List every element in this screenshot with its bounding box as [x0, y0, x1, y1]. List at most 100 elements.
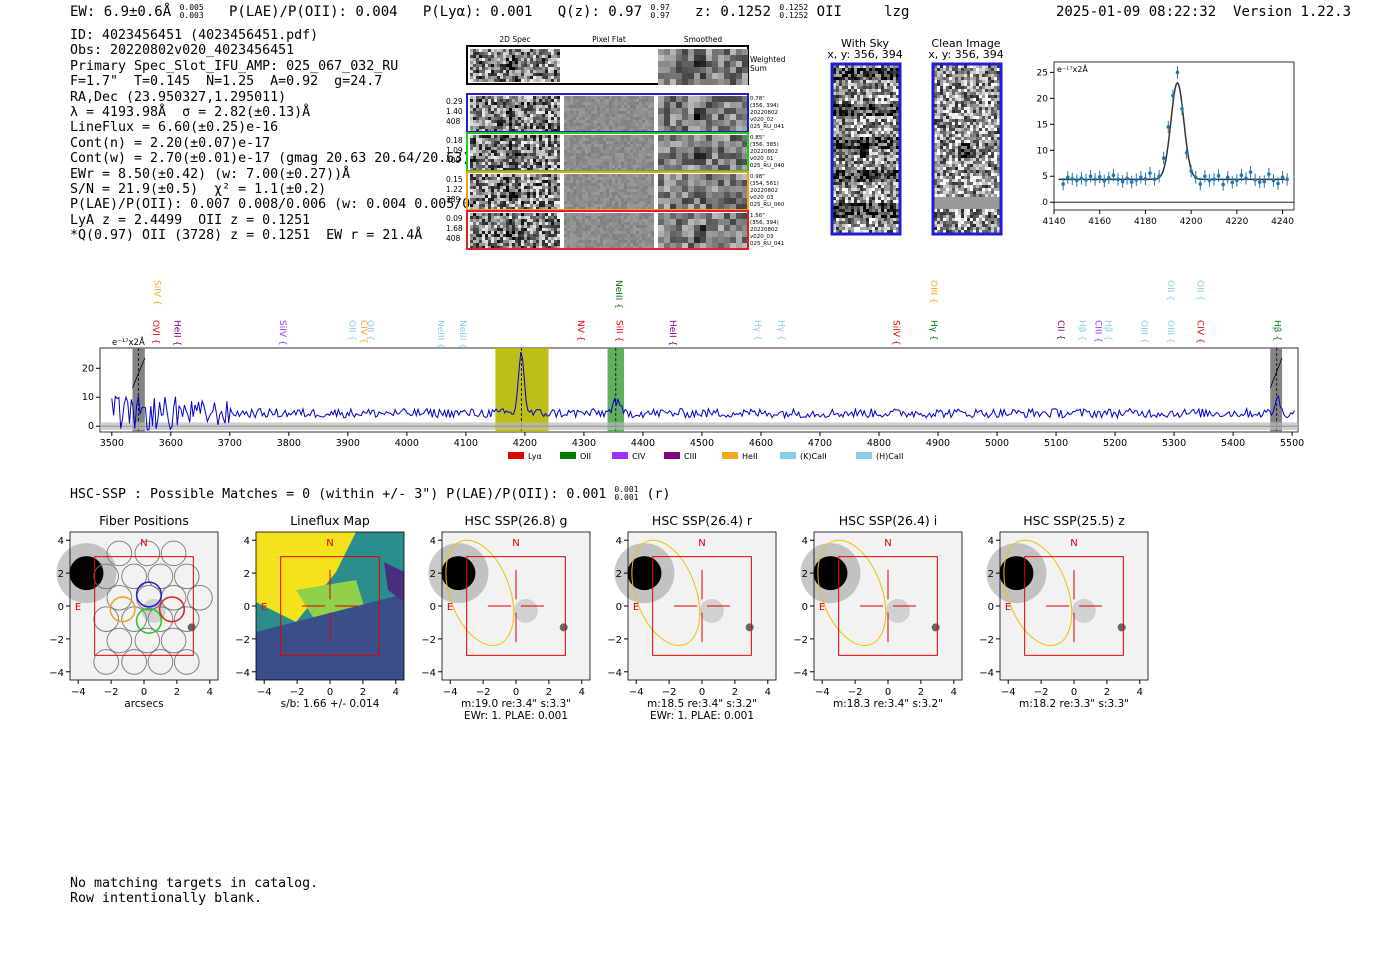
header-summary: EW: 6.9±0.6Å 0.005 0.003 P(LAE)/P(OII): 0…	[70, 3, 909, 21]
zoom-data-point	[1203, 174, 1207, 179]
hsc-x-tick-label: −2	[848, 687, 863, 698]
fiber-circle	[106, 540, 133, 567]
hsc-x-tick-label: −2	[290, 687, 305, 698]
hsc-y-tick-label: −4	[235, 668, 250, 679]
cutout-row-stat: 389	[446, 195, 461, 204]
zoom-data-point	[1079, 176, 1084, 181]
hsc-y-tick-label: 0	[58, 602, 64, 613]
spectrum-x-tick-label: 5400	[1221, 438, 1245, 449]
hsc-panel-xlabel: arcsecs	[124, 698, 163, 710]
hsc-x-tick-label: 4	[1137, 687, 1143, 698]
zoom-data-point	[1171, 93, 1175, 98]
spectrum-legend-label: (H)CaII	[876, 452, 903, 461]
hsc-target-glow	[699, 598, 724, 623]
zoom-data-point	[1212, 177, 1216, 182]
header-qz-errors: 0.97 0.97	[650, 3, 670, 20]
header-ew: EW: 6.9±0.6Å	[70, 4, 172, 20]
header-z-errors: 0.1252 0.1252	[779, 3, 809, 20]
cutout-row-stat: 408	[446, 117, 461, 126]
spectrum-axes-frame	[99, 347, 1299, 433]
cutout-row-stat: 0.18	[446, 136, 463, 145]
detection-info: ID: 4023456451 (4023456451.pdf) Obs: 2022…	[70, 28, 510, 244]
spectrum-line-label: NeIII {	[435, 320, 445, 349]
zoom-data-point	[1088, 174, 1093, 179]
fiber-circle	[93, 649, 119, 675]
zoom-data-point	[1184, 151, 1189, 155]
spectrum-x-tick-label: 3500	[100, 438, 124, 449]
hsc-x-tick-label: −4	[443, 687, 458, 698]
hsc-y-tick-label: 4	[988, 536, 994, 547]
hsc-panel	[800, 531, 963, 684]
spectrum-x-tick-label: 4900	[926, 438, 950, 449]
spectrum-x-tick-label: 4200	[513, 438, 537, 449]
with-sky-image	[833, 65, 899, 233]
spectrum-x-tick-label: 4700	[808, 438, 832, 449]
spectrum-line	[111, 351, 1295, 431]
zoom-x-tick-label: 4240	[1271, 217, 1294, 227]
hsc-x-tick-label: 2	[1104, 687, 1110, 698]
hsc-y-tick-label: −4	[421, 668, 436, 679]
hsc-aperture-ellipse	[631, 539, 701, 647]
hsc-panel-title: Fiber Positions	[99, 513, 189, 528]
spectrum-legend-swatch	[508, 452, 524, 459]
spectrum-line-label: CIII {	[1093, 320, 1103, 343]
spectrum-line-label: HeII {	[667, 320, 677, 346]
spectrum-line-label: OII {	[1165, 280, 1175, 301]
spectrum-line-label: SiIV {	[891, 320, 901, 346]
spectrum-line-label: OII {	[364, 320, 374, 341]
spectrum-legend-swatch	[722, 452, 738, 459]
spectrum-line-label: Hγ {	[752, 320, 762, 341]
fiber-circle	[134, 627, 161, 654]
hsc-summary-text: HSC-SSP : Possible Matches = 0 (within +…	[70, 487, 607, 502]
fiber-circle	[106, 584, 133, 611]
zoom-data-point	[1116, 177, 1120, 182]
hsc-panel	[614, 531, 777, 684]
spectrum-line-label: OII {	[1195, 280, 1205, 301]
spectrum-line-label: SiIV {	[277, 320, 287, 346]
header-version: Version 1.22.3	[1233, 4, 1352, 20]
cutout-row-stat: 408	[446, 234, 461, 243]
spectrum-legend-label: HeII	[742, 452, 758, 461]
hsc-panel-xlabel: m:18.2 re:3.3" s:3.3"	[1019, 698, 1129, 710]
hsc-faint-source	[559, 623, 568, 632]
hsc-target-glow	[513, 598, 538, 623]
hsc-panel-xlabel: m:18.5 re:3.4" s:3.2"	[647, 698, 757, 710]
spectrum-line-label: Hβ {	[1103, 320, 1113, 341]
cutout-row-meta: 20220802	[750, 188, 778, 194]
zoom-data-point	[1148, 171, 1152, 175]
hsc-y-tick-label: 2	[58, 569, 64, 580]
header-timestamp-block: 2025-01-09 08:22:32 Version 1.22.3	[1056, 4, 1351, 20]
zoom-data-point	[1230, 180, 1235, 185]
spectrum-x-tick-label: 4800	[867, 438, 891, 449]
cutout-row-meta: 1.56"	[750, 213, 765, 219]
spectrum-line-label: HeII {	[171, 320, 181, 346]
zoom-data-point	[1280, 175, 1285, 180]
info-line: Primary Spec_Slot_IFU_AMP: 025_067_032_R…	[70, 58, 399, 74]
hsc-target-glow	[885, 598, 910, 623]
spectrum-line-label: OII {	[347, 320, 357, 341]
spectrum-x-tick-label: 3600	[159, 438, 183, 449]
cutout-row-stat: 1.40	[446, 107, 463, 116]
zoom-y-tick-label: 5	[1042, 172, 1048, 182]
zoom-y-tick-label: 10	[1037, 146, 1049, 156]
spectrum-line-label: SiIV {	[151, 280, 161, 306]
fiber-circle	[173, 606, 200, 632]
zoom-y-tick-label: 0	[1042, 198, 1048, 208]
zoom-data-point	[1061, 182, 1065, 186]
hsc-north-label: N	[326, 538, 333, 549]
zoom-data-point	[1157, 174, 1161, 179]
zoom-data-point	[1276, 181, 1280, 186]
zoom-data-point	[1084, 178, 1088, 182]
header-plya: P(Lyα): 0.001	[422, 4, 533, 20]
footer-line-1: No matching targets in catalog.	[70, 876, 319, 891]
spectrum-line-label: CIV {	[358, 320, 368, 344]
footer-line-2: Row intentionally blank.	[70, 891, 263, 907]
header-ew-errors: 0.005 0.003	[179, 3, 204, 20]
hsc-summary-filter: (r)	[646, 487, 671, 502]
hsc-east-label: E	[447, 602, 453, 613]
cutout-image	[658, 49, 748, 85]
zoom-data-point	[1111, 173, 1116, 178]
hsc-y-tick-label: 2	[988, 569, 994, 580]
hsc-bright-source	[69, 556, 104, 591]
fiber-circle	[173, 649, 200, 675]
